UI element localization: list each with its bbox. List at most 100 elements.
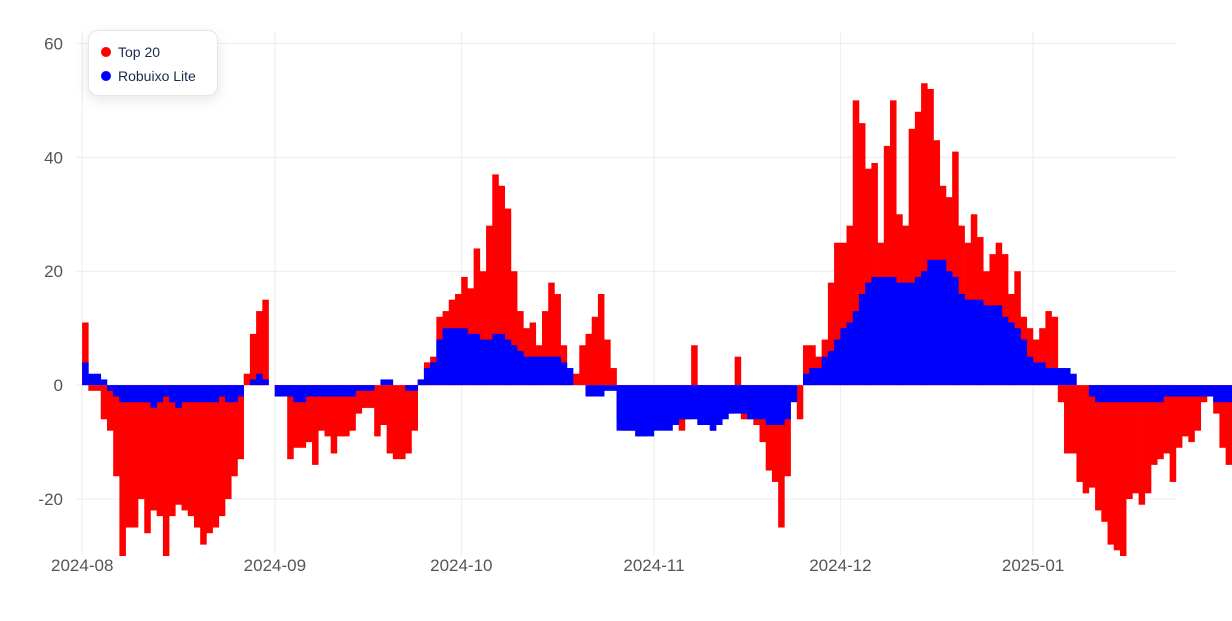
robuixo-lite-bar xyxy=(213,385,220,402)
robuixo-lite-bar xyxy=(542,357,549,385)
legend-item-top-20[interactable]: Top 20 xyxy=(101,40,205,64)
robuixo-lite-bar xyxy=(113,385,120,396)
top-20-bar xyxy=(598,294,605,385)
top-20-bar xyxy=(1058,385,1065,402)
robuixo-lite-bar xyxy=(88,374,95,385)
robuixo-lite-bar xyxy=(256,374,263,385)
robuixo-lite-bar xyxy=(1201,385,1208,396)
robuixo-lite-bar xyxy=(623,385,630,431)
top-20-bar xyxy=(399,385,406,459)
robuixo-lite-bar xyxy=(685,385,692,419)
top-20-bar xyxy=(411,385,418,431)
top-20-bar xyxy=(735,357,742,385)
top-20-bar xyxy=(585,334,592,385)
robuixo-lite-bar xyxy=(505,340,512,386)
x-tick-label: 2024-10 xyxy=(430,556,492,575)
top-20-bar xyxy=(244,374,251,385)
robuixo-lite-bar xyxy=(436,340,443,386)
robuixo-lite-bar xyxy=(946,271,953,385)
robuixo-lite-bar xyxy=(237,385,244,396)
robuixo-lite-bar xyxy=(405,385,412,391)
robuixo-lite-bar xyxy=(567,368,574,385)
robuixo-lite-bar xyxy=(126,385,133,402)
robuixo-lite-bar xyxy=(262,379,269,385)
top-20-bar xyxy=(206,385,213,533)
robuixo-lite-bar xyxy=(890,277,897,385)
top-20-bar xyxy=(312,385,319,465)
robuixo-lite-bar xyxy=(977,300,984,385)
robuixo-lite-bar xyxy=(952,277,959,385)
robuixo-lite-bar xyxy=(1101,385,1108,402)
robuixo-lite-bar xyxy=(934,260,941,385)
robuixo-lite-bar xyxy=(648,385,655,436)
robuixo-lite-bar xyxy=(766,385,773,425)
top-20-bar xyxy=(387,385,394,453)
robuixo-lite-bar xyxy=(604,385,611,391)
top-20-bar xyxy=(374,385,381,436)
robuixo-lite-bar xyxy=(927,260,934,385)
robuixo-lite-bar xyxy=(710,385,717,431)
robuixo-lite-bar xyxy=(921,271,928,385)
robuixo-lite-bar xyxy=(1195,385,1202,396)
robuixo-lite-bar xyxy=(182,385,189,402)
top-20-bar xyxy=(1095,385,1102,510)
robuixo-lite-bar xyxy=(909,283,916,386)
robuixo-lite-bar xyxy=(1052,368,1059,385)
robuixo-lite-bar xyxy=(536,357,543,385)
top-20-bar xyxy=(573,374,580,385)
robuixo-lite-bar xyxy=(387,379,394,385)
robuixo-lite-bar xyxy=(480,340,487,386)
x-tick-label: 2024-09 xyxy=(244,556,306,575)
robuixo-lite-bar xyxy=(704,385,711,425)
robuixo-lite-bar xyxy=(1157,385,1164,402)
robuixo-lite-bar xyxy=(1126,385,1133,402)
robuixo-lite-bar xyxy=(225,385,232,402)
robuixo-lite-bar xyxy=(716,385,723,425)
robuixo-lite-bar xyxy=(940,260,947,385)
robuixo-lite-bar xyxy=(163,385,170,396)
robuixo-lite-bar xyxy=(828,351,835,385)
robuixo-lite-bar xyxy=(474,334,481,385)
robuixo-lite-bar xyxy=(871,277,878,385)
robuixo-lite-bar xyxy=(598,385,605,396)
robuixo-lite-bar xyxy=(144,385,151,402)
top-20-bar xyxy=(797,385,804,419)
robuixo-lite-bar xyxy=(486,340,493,386)
top-20-bar xyxy=(188,385,195,516)
top-20-bar xyxy=(219,385,226,516)
robuixo-lite-bar xyxy=(1108,385,1115,402)
robuixo-lite-bar xyxy=(467,334,474,385)
robuixo-lite-bar xyxy=(971,300,978,385)
robuixo-lite-bar xyxy=(803,374,810,385)
x-axis-ticks: 2024-08 2024-09 2024-10 2024-11 2024-12 2025-… xyxy=(51,556,1064,575)
robuixo-lite-bar xyxy=(430,362,437,385)
y-tick-label: 20 xyxy=(44,262,63,281)
robuixo-lite-bar xyxy=(1027,357,1034,385)
legend-item-robuixo-lite[interactable]: Robuixo Lite xyxy=(101,64,205,88)
robuixo-lite-bar xyxy=(132,385,139,402)
robuixo-lite-bar xyxy=(778,385,785,425)
robuixo-lite-bar xyxy=(1132,385,1139,402)
robuixo-lite-bar xyxy=(548,357,555,385)
robuixo-lite-bar xyxy=(592,385,599,396)
robuixo-lite-bar xyxy=(1219,385,1226,402)
robuixo-lite-bar xyxy=(331,385,338,396)
robuixo-lite-bar xyxy=(300,385,307,402)
robuixo-lite-bar xyxy=(1170,385,1177,396)
robuixo-lite-bar xyxy=(138,385,145,402)
robuixo-lite-bar xyxy=(784,385,791,419)
robuixo-lite-bar xyxy=(697,385,704,425)
robuixo-lite-bar xyxy=(188,385,195,402)
robuixo-lite-bar xyxy=(107,385,114,391)
robuixo-lite-bar xyxy=(753,385,760,419)
robuixo-lite-bar xyxy=(1151,385,1158,402)
top-20-bar xyxy=(126,385,133,527)
robuixo-lite-bar xyxy=(175,385,182,408)
chart-legend: Top 20 Robuixo Lite xyxy=(88,30,218,96)
robuixo-lite-bar xyxy=(1008,322,1015,385)
robuixo-lite-bar xyxy=(1058,368,1065,385)
top-20-bar xyxy=(250,334,257,385)
robuixo-lite-bar xyxy=(119,385,126,402)
robuixo-lite-bar xyxy=(95,374,102,385)
robuixo-lite-bar xyxy=(461,328,468,385)
